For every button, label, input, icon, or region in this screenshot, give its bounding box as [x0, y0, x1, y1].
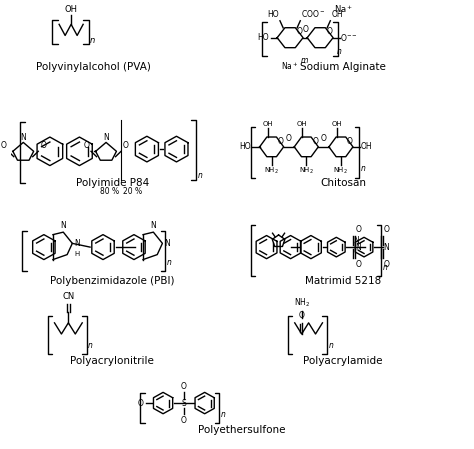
Text: O: O	[0, 141, 7, 150]
Text: O: O	[278, 136, 283, 145]
Text: O: O	[123, 141, 129, 150]
Text: N: N	[60, 221, 66, 230]
Text: O: O	[356, 260, 362, 269]
Text: O: O	[347, 136, 353, 145]
Text: HO: HO	[258, 33, 269, 42]
Text: OH: OH	[331, 10, 343, 19]
Text: N: N	[356, 242, 362, 251]
Text: Sodium Alginate: Sodium Alginate	[301, 62, 386, 72]
Text: Matrimid 5218: Matrimid 5218	[305, 276, 382, 286]
Text: Polybenzimidazole (PBI): Polybenzimidazole (PBI)	[50, 276, 174, 286]
Text: Polyacrylonitrile: Polyacrylonitrile	[70, 356, 154, 366]
Text: COO$^-$: COO$^-$	[301, 8, 326, 19]
Text: OH: OH	[64, 5, 78, 14]
Text: OH: OH	[332, 121, 342, 127]
Text: Polyethersulfone: Polyethersulfone	[198, 425, 285, 435]
Text: O: O	[296, 27, 302, 36]
Text: N: N	[383, 242, 389, 251]
Text: Polyimide P84: Polyimide P84	[76, 177, 149, 188]
Text: m: m	[301, 56, 308, 65]
Text: OH: OH	[297, 121, 308, 127]
Text: O: O	[383, 260, 389, 269]
Text: O: O	[181, 382, 187, 391]
Text: N: N	[20, 132, 26, 141]
Text: Polyacrylamide: Polyacrylamide	[303, 356, 383, 366]
Text: HO: HO	[267, 10, 279, 19]
Text: n: n	[337, 47, 341, 56]
Text: HO: HO	[239, 142, 250, 151]
Text: O: O	[83, 141, 89, 150]
Text: S: S	[182, 399, 186, 408]
Text: O: O	[302, 25, 308, 34]
Text: O: O	[138, 399, 144, 408]
Text: n: n	[90, 36, 95, 45]
Text: Na$^+$: Na$^+$	[282, 60, 299, 72]
Text: OH: OH	[361, 142, 373, 151]
Text: O: O	[326, 27, 332, 36]
Text: N: N	[74, 239, 80, 248]
Text: 20 %: 20 %	[123, 187, 143, 196]
Text: O: O	[40, 141, 46, 150]
Text: N: N	[164, 239, 170, 248]
Text: O: O	[286, 134, 292, 143]
Text: OH: OH	[263, 121, 273, 127]
Text: Na$^+$: Na$^+$	[334, 3, 353, 14]
Text: n: n	[198, 172, 202, 180]
Text: n: n	[88, 341, 93, 350]
Text: CN: CN	[62, 292, 74, 301]
Text: 80 %: 80 %	[100, 187, 119, 196]
Text: O: O	[299, 311, 305, 320]
Text: Polyvinylalcohol (PVA): Polyvinylalcohol (PVA)	[36, 62, 151, 72]
Text: NH$_2$: NH$_2$	[264, 166, 279, 176]
Text: NH$_2$: NH$_2$	[293, 296, 310, 309]
Text: N: N	[103, 132, 109, 141]
Text: O: O	[383, 225, 389, 234]
Text: NH$_2$: NH$_2$	[334, 166, 348, 176]
Text: n: n	[167, 258, 172, 267]
Text: N: N	[353, 236, 359, 245]
Text: O$^{--}$: O$^{--}$	[340, 32, 357, 43]
Text: N: N	[150, 221, 156, 230]
Text: O: O	[356, 225, 362, 234]
Text: NH$_2$: NH$_2$	[299, 166, 314, 176]
Text: n: n	[383, 263, 387, 272]
Text: H: H	[74, 251, 80, 257]
Text: n: n	[361, 164, 365, 173]
Text: O: O	[181, 415, 187, 425]
Text: O: O	[321, 134, 327, 143]
Text: Chitosan: Chitosan	[320, 177, 366, 188]
Text: n: n	[328, 341, 333, 350]
Text: O: O	[312, 136, 318, 145]
Text: n: n	[221, 409, 226, 419]
